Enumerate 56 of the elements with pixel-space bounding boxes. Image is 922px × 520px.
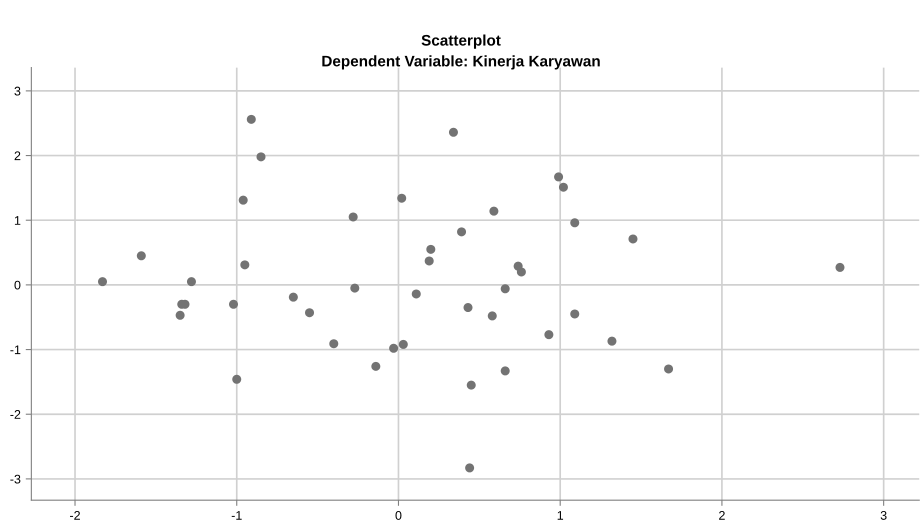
point: [664, 364, 674, 374]
point: [464, 303, 473, 312]
point: [186, 277, 196, 286]
x-tick-label: 3: [880, 510, 887, 520]
point: [570, 309, 580, 318]
y-tick-label: 1: [14, 216, 20, 225]
y-tick-label: 3: [14, 86, 20, 96]
point: [176, 310, 185, 320]
point: [238, 196, 248, 205]
point: [412, 289, 421, 298]
point: [628, 234, 638, 244]
point: [544, 330, 554, 340]
point: [246, 114, 256, 124]
x-tick-label: -1: [232, 511, 242, 520]
point: [389, 344, 398, 353]
point: [466, 380, 476, 390]
point: [329, 339, 338, 348]
point: [489, 206, 498, 216]
point: [488, 311, 497, 320]
point: [570, 218, 580, 228]
point: [500, 284, 510, 294]
point: [136, 251, 146, 260]
point: [398, 340, 408, 349]
y-tick-label: -1: [10, 345, 20, 354]
y-tick-label: -3: [10, 474, 20, 484]
point: [554, 172, 564, 182]
point: [426, 244, 436, 254]
point: [256, 152, 266, 162]
point: [229, 300, 238, 309]
x-tick-label: 2: [719, 510, 725, 520]
point: [607, 336, 616, 346]
point: [371, 362, 380, 371]
point: [465, 463, 474, 472]
x-tick-label: -2: [70, 510, 80, 520]
point: [288, 292, 298, 302]
point: [305, 308, 314, 318]
point: [348, 212, 358, 222]
y-tick-label: -2: [10, 410, 20, 419]
point: [457, 227, 466, 236]
x-tick-label: 1: [558, 511, 564, 520]
point: [835, 262, 844, 272]
point: [516, 267, 526, 276]
y-tick-label: 0: [14, 280, 20, 290]
x-tick-label: 0: [395, 510, 402, 520]
point: [500, 366, 510, 376]
point: [424, 256, 434, 266]
point: [558, 182, 568, 192]
point: [232, 374, 242, 384]
point: [98, 277, 108, 286]
point: [240, 260, 250, 270]
point: [350, 284, 360, 293]
chart-title: Scatterplot: [422, 34, 501, 49]
point: [397, 194, 406, 203]
y-tick-label: 2: [14, 151, 20, 160]
chart-subtitle: Dependent Variable: Kinerja Karyawan: [322, 55, 600, 70]
point: [448, 128, 458, 137]
